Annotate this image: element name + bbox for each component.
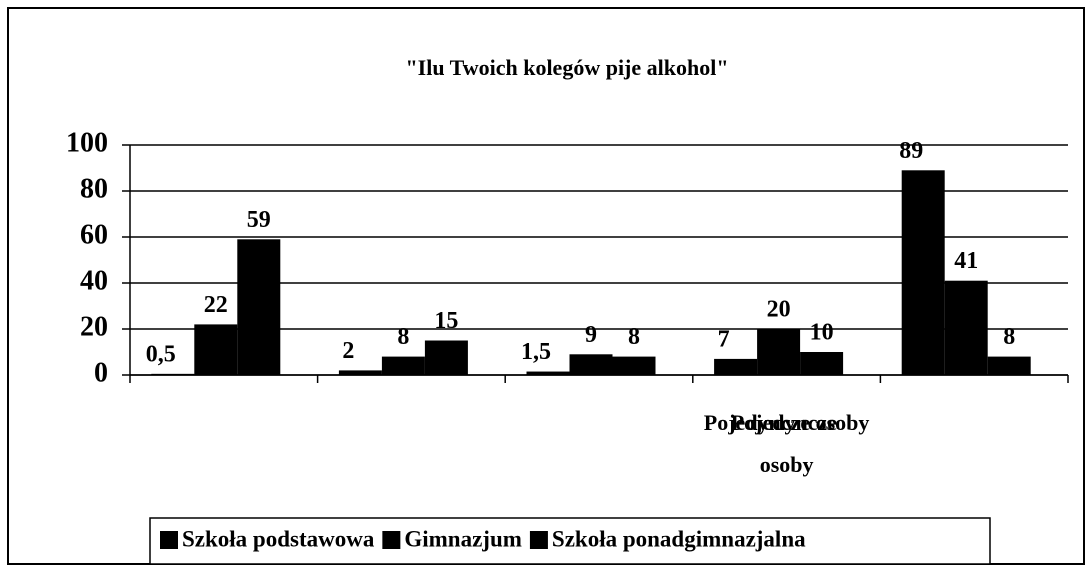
bar <box>381 356 425 375</box>
bar <box>424 340 468 375</box>
chart-title: "Ilu Twoich kolegów pije alkohol" <box>405 55 728 80</box>
data-label: 59 <box>247 207 271 233</box>
bar <box>526 371 570 375</box>
y-tick-label: 100 <box>66 127 108 158</box>
legend-swatch <box>382 531 401 549</box>
bar <box>338 370 382 375</box>
bar <box>714 358 758 375</box>
legend-box <box>149 517 991 565</box>
bar <box>987 356 1031 375</box>
data-label: 22 <box>204 292 228 318</box>
legend-label: Szkoła ponadgimnazjalna <box>552 526 806 551</box>
data-label: 41 <box>954 248 978 274</box>
data-label: 0,5 <box>146 341 176 367</box>
data-label: 2 <box>342 338 354 364</box>
legend-label: Gimnazjum <box>404 526 522 551</box>
legend-swatch <box>529 531 548 549</box>
bar <box>757 329 801 375</box>
data-label: 8 <box>1003 324 1015 350</box>
y-tick-label: 20 <box>80 311 108 342</box>
bar <box>237 239 281 375</box>
bar <box>569 354 613 375</box>
bar <box>612 356 656 375</box>
data-label: 8 <box>397 324 409 350</box>
bar <box>151 373 195 375</box>
bar <box>194 324 238 375</box>
data-label: 15 <box>434 308 458 334</box>
bar <box>901 170 945 375</box>
y-tick-label: 0 <box>94 357 108 388</box>
data-label: 7 <box>718 326 730 352</box>
bar <box>944 280 988 375</box>
data-label: 89 <box>899 138 923 164</box>
legend-label: Szkoła podstawowa <box>182 526 375 551</box>
bar <box>800 352 844 375</box>
data-label: 8 <box>628 324 640 350</box>
data-label: 1,5 <box>521 339 551 365</box>
data-label: 10 <box>810 320 834 346</box>
data-label: 20 <box>767 297 791 323</box>
y-tick-label: 40 <box>80 265 108 296</box>
y-tick-label: 60 <box>80 219 108 250</box>
legend-swatch <box>160 531 178 549</box>
data-label: 9 <box>585 322 597 348</box>
y-tick-label: 80 <box>80 173 108 204</box>
